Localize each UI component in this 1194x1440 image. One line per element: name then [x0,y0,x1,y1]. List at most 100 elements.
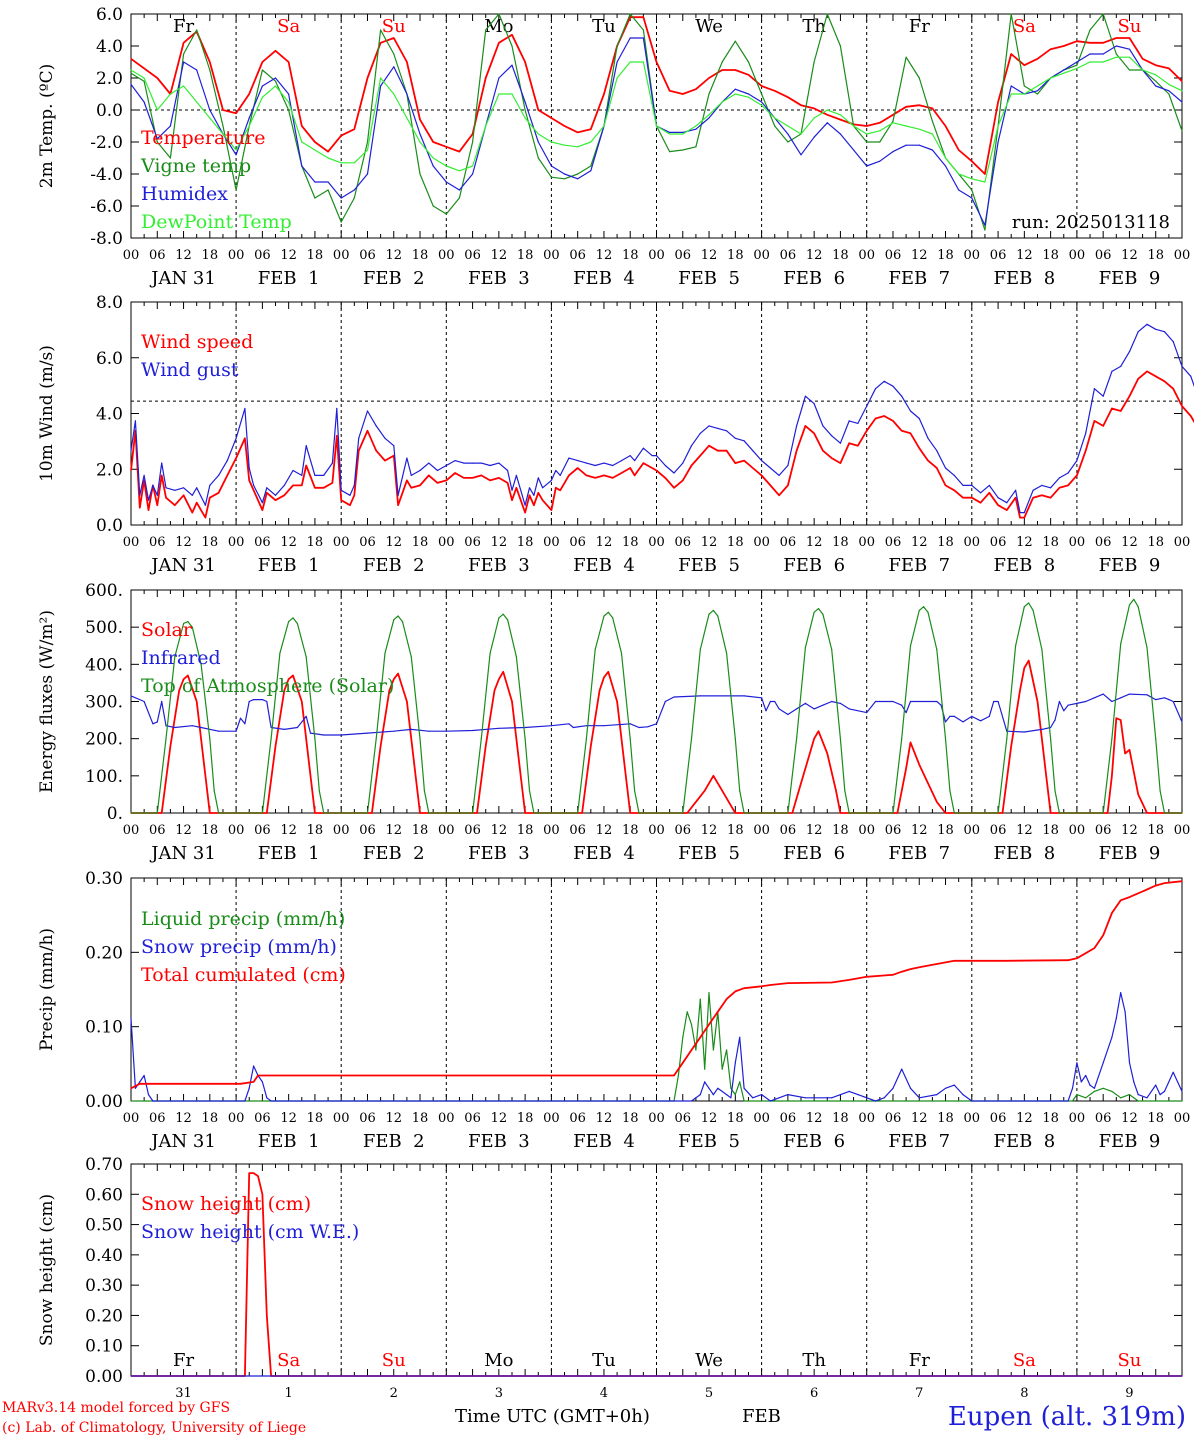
data-point [458,170,460,172]
data-point [226,474,228,476]
y-tick-label: 300. [85,693,123,713]
data-point [1142,58,1144,60]
data-point [1155,1084,1157,1086]
data-point [165,497,167,499]
date-label: FEB 1 [258,843,320,864]
data-point [1155,85,1157,87]
hour-tick-label: 06 [254,1111,271,1126]
date-label: FEB 3 [468,555,530,576]
data-point [1128,1062,1131,1064]
data-point [918,77,920,79]
data-point [677,1074,680,1077]
data-point [616,700,618,703]
data-point [1102,425,1104,427]
legend-entry: Humidex [141,183,228,205]
data-point [940,704,942,706]
data-point [445,213,447,215]
hour-tick-label: 12 [1121,535,1138,550]
data-point [1120,899,1122,901]
data-point [730,1097,732,1099]
hour-tick-label: 18 [832,248,849,263]
data-point [1120,410,1122,412]
data-point [1045,775,1047,777]
data-point [944,157,947,159]
hour-tick-label: 18 [202,823,219,838]
hour-tick-label: 00 [123,1111,140,1126]
data-point [734,738,736,740]
data-point [1001,812,1004,814]
data-point [585,462,588,464]
data-point [761,85,763,87]
data-point [327,157,329,159]
hour-tick-label: 00 [964,248,981,263]
data-point [445,146,447,148]
data-point [594,477,596,479]
data-point [839,738,842,740]
weekday-label: Sa [1013,1350,1036,1371]
y-tick-label: -2.0 [90,133,123,153]
date-label: FEB 5 [678,268,740,289]
data-point [1023,517,1025,519]
data-point [288,93,290,95]
data-point [568,457,570,459]
data-point [393,37,395,39]
data-point [1137,1094,1139,1096]
data-point [629,37,631,39]
data-point [191,494,193,496]
y-axis-title: 2m Temp. (ºC) [37,64,57,189]
data-point [550,479,553,481]
data-point [905,144,907,146]
data-point [909,700,912,703]
data-point [682,1062,684,1064]
hour-tick-label: 12 [596,823,613,838]
data-point [1111,370,1113,372]
data-point [874,1100,877,1102]
data-point [909,410,912,412]
hour-tick-label: 12 [175,535,192,550]
data-point [1089,61,1091,63]
data-point [511,93,513,95]
data-point [944,467,947,469]
data-point [1146,812,1148,814]
data-point [953,1084,955,1086]
data-point [927,782,929,784]
data-point [248,1172,250,1174]
data-point [1120,719,1122,721]
data-point [866,141,868,143]
data-point [761,101,763,103]
date-label: JAN 31 [149,268,216,289]
data-point [261,69,263,71]
data-point [839,462,842,464]
data-point [717,615,719,617]
data-point [1137,606,1139,608]
data-point [585,725,588,727]
hour-tick-label: 00 [753,535,770,550]
date-label: FEB 2 [363,1131,425,1152]
hour-tick-label: 18 [517,1111,534,1126]
data-point [366,141,369,143]
data-point [270,738,272,740]
data-point [949,790,951,792]
data-point [204,775,206,777]
data-point [485,77,487,79]
data-point [997,101,999,103]
data-point [839,702,842,705]
y-axis-title: Precip (mm/h) [37,928,57,1051]
hour-tick-label: 18 [1042,1111,1059,1126]
data-point [1155,74,1157,76]
data-point [892,812,894,814]
hour-tick-label: 00 [753,823,770,838]
data-point [682,462,684,464]
hour-tick-label: 06 [569,535,586,550]
hour-tick-label: 00 [228,535,245,550]
weekday-label: Sa [277,1350,300,1371]
data-point [682,1036,684,1038]
data-point [743,987,745,989]
data-point [213,790,215,792]
data-point [853,149,855,151]
data-point [235,457,237,459]
data-point [603,93,605,95]
hour-tick-label: 18 [1147,535,1164,550]
data-point [419,812,421,814]
data-point [931,133,934,135]
